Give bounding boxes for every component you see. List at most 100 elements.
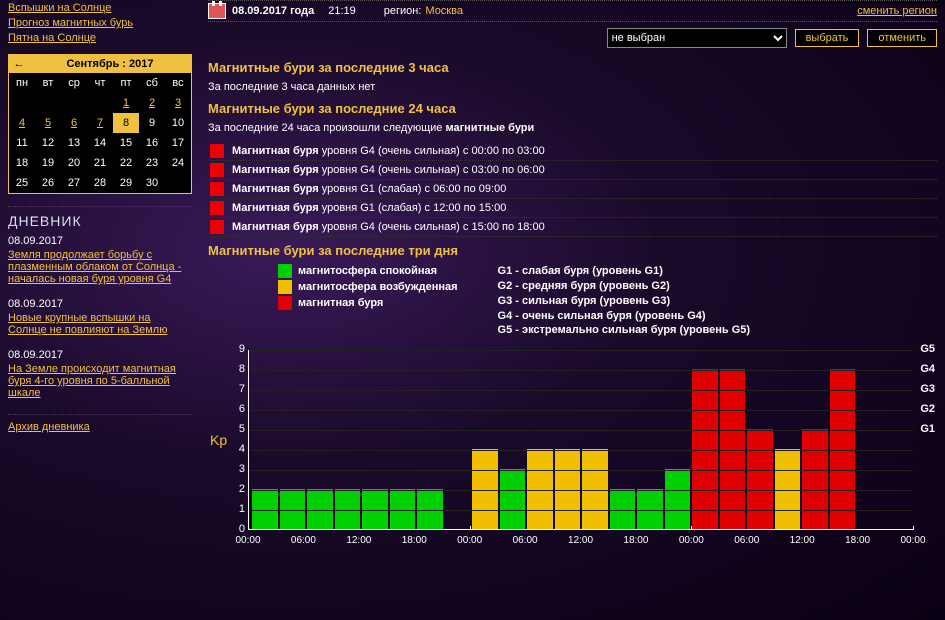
cal-day: 24 xyxy=(165,153,191,173)
kp-bar xyxy=(720,369,746,529)
cancel-button[interactable]: отменить xyxy=(867,29,937,47)
legend-scale-item: G5 - экстремально сильная буря (уровень … xyxy=(498,323,751,338)
side-link-0[interactable]: Вспышки на Солнце xyxy=(8,2,192,14)
kp-bar xyxy=(637,489,663,529)
kp-chart: магнитосфера спокойная магнитосфера возбу… xyxy=(208,264,937,546)
kp-bar xyxy=(830,369,856,529)
kp-bar xyxy=(280,489,306,529)
cal-title: Сентябрь : 2017 xyxy=(29,58,191,70)
cal-day: 9 xyxy=(139,113,165,133)
x-tick-label: 18:00 xyxy=(623,535,648,546)
cal-day[interactable]: 1 xyxy=(113,93,139,113)
x-tick-label: 12:00 xyxy=(346,535,371,546)
cal-dow: пн xyxy=(9,73,35,93)
storm-severity-icon xyxy=(210,163,224,177)
diary-link-0[interactable]: Земля продолжает борьбу с плазменным обл… xyxy=(8,249,192,285)
select-button[interactable]: выбрать xyxy=(795,29,860,47)
cal-day[interactable]: 4 xyxy=(9,113,35,133)
legend-item: магнитосфера возбужденная xyxy=(278,280,458,294)
section-3h-title: Магнитные бури за последние 3 часа xyxy=(208,60,937,75)
sidebar: Вспышки на Солнце Прогноз магнитных бурь П… xyxy=(0,0,200,620)
legend-item: магнитосфера спокойная xyxy=(278,264,458,278)
legend-scale-item: G3 - сильная буря (уровень G3) xyxy=(498,294,751,309)
cal-dow: вс xyxy=(165,73,191,93)
x-tick-label: 00:00 xyxy=(457,535,482,546)
kp-bar xyxy=(582,449,608,529)
cal-dow: пт xyxy=(113,73,139,93)
kp-bar xyxy=(555,449,581,529)
kp-bar xyxy=(390,489,416,529)
calendar: ← Сентябрь : 2017 пнвтсрчтптсбвс12345678… xyxy=(8,54,192,194)
cal-day: 17 xyxy=(165,133,191,153)
legend-scale-item: G1 - слабая буря (уровень G1) xyxy=(498,264,751,279)
legend-scale-item: G2 - средняя буря (уровень G2) xyxy=(498,279,751,294)
cal-day: 13 xyxy=(61,133,87,153)
storm-row: Магнитная буря уровня G4 (очень сильная)… xyxy=(210,161,937,180)
cal-day: 23 xyxy=(139,153,165,173)
storm-severity-icon xyxy=(210,201,224,215)
cal-dow: сб xyxy=(139,73,165,93)
storm-severity-icon xyxy=(210,220,224,234)
calendar-icon xyxy=(208,3,226,19)
cal-day: 25 xyxy=(9,173,35,193)
cal-day: 18 xyxy=(9,153,35,173)
cal-day: 8 xyxy=(113,113,139,133)
kp-bar xyxy=(692,369,718,529)
cal-day: 20 xyxy=(61,153,87,173)
diary-date: 08.09.2017 xyxy=(8,235,192,247)
legend-item: магнитная буря xyxy=(278,296,458,310)
x-tick-label: 12:00 xyxy=(790,535,815,546)
cal-day: 30 xyxy=(139,173,165,193)
section-3d-title: Магнитные бури за последние три дня xyxy=(208,243,937,258)
cal-day: 22 xyxy=(113,153,139,173)
side-link-1[interactable]: Прогноз магнитных бурь xyxy=(8,17,192,29)
kp-bar xyxy=(472,449,498,529)
time-text: 21:19 xyxy=(328,5,356,17)
kp-bar xyxy=(527,449,553,529)
date-text: 08.09.2017 года xyxy=(232,5,314,17)
cal-day: 11 xyxy=(9,133,35,153)
section-24h-text: За последние 24 часа произошли следующие… xyxy=(208,122,937,134)
x-tick-label: 06:00 xyxy=(513,535,538,546)
cal-day[interactable]: 7 xyxy=(87,113,113,133)
cal-day: 29 xyxy=(113,173,139,193)
cal-day[interactable]: 3 xyxy=(165,93,191,113)
cal-day: 14 xyxy=(87,133,113,153)
diary-link-1[interactable]: Новые крупные вспышки на Солнце не повли… xyxy=(8,312,192,336)
region-label: регион: xyxy=(384,5,422,17)
region-select[interactable]: не выбран xyxy=(607,28,787,48)
storm-severity-icon xyxy=(210,182,224,196)
cal-prev[interactable]: ← xyxy=(9,58,29,70)
x-tick-label: 12:00 xyxy=(568,535,593,546)
cal-day: 12 xyxy=(35,133,61,153)
storm-row: Магнитная буря уровня G4 (очень сильная)… xyxy=(210,218,937,237)
archive-link[interactable]: Архив дневника xyxy=(8,421,90,433)
section-24h-title: Магнитные бури за последние 24 часа xyxy=(208,101,937,116)
cal-day[interactable]: 2 xyxy=(139,93,165,113)
diary-heading: ДНЕВНИК xyxy=(8,213,192,229)
diary-link-2[interactable]: На Земле происходит магнитная буря 4-го … xyxy=(8,363,192,399)
kp-bar xyxy=(610,489,636,529)
x-tick-label: 06:00 xyxy=(291,535,316,546)
cal-day: 27 xyxy=(61,173,87,193)
legend-scale-item: G4 - очень сильная буря (уровень G4) xyxy=(498,309,751,324)
switch-region-link[interactable]: сменить регион xyxy=(857,5,937,17)
topbar: 08.09.2017 года 21:19 регион: Москва сме… xyxy=(208,0,937,22)
kp-bar xyxy=(252,489,278,529)
cal-day: 26 xyxy=(35,173,61,193)
cal-dow: чт xyxy=(87,73,113,93)
storm-severity-icon xyxy=(210,144,224,158)
kp-bar xyxy=(335,489,361,529)
kp-bar xyxy=(802,429,828,529)
cal-day[interactable]: 6 xyxy=(61,113,87,133)
x-tick-label: 00:00 xyxy=(900,535,925,546)
kp-axis-label: Kp xyxy=(210,432,227,448)
x-tick-label: 18:00 xyxy=(845,535,870,546)
kp-bar xyxy=(307,489,333,529)
cal-day: 21 xyxy=(87,153,113,173)
x-tick-label: 06:00 xyxy=(734,535,759,546)
cal-day[interactable]: 5 xyxy=(35,113,61,133)
side-link-2[interactable]: Пятна на Солнце xyxy=(8,32,192,44)
cal-dow: вт xyxy=(35,73,61,93)
kp-bar xyxy=(362,489,388,529)
